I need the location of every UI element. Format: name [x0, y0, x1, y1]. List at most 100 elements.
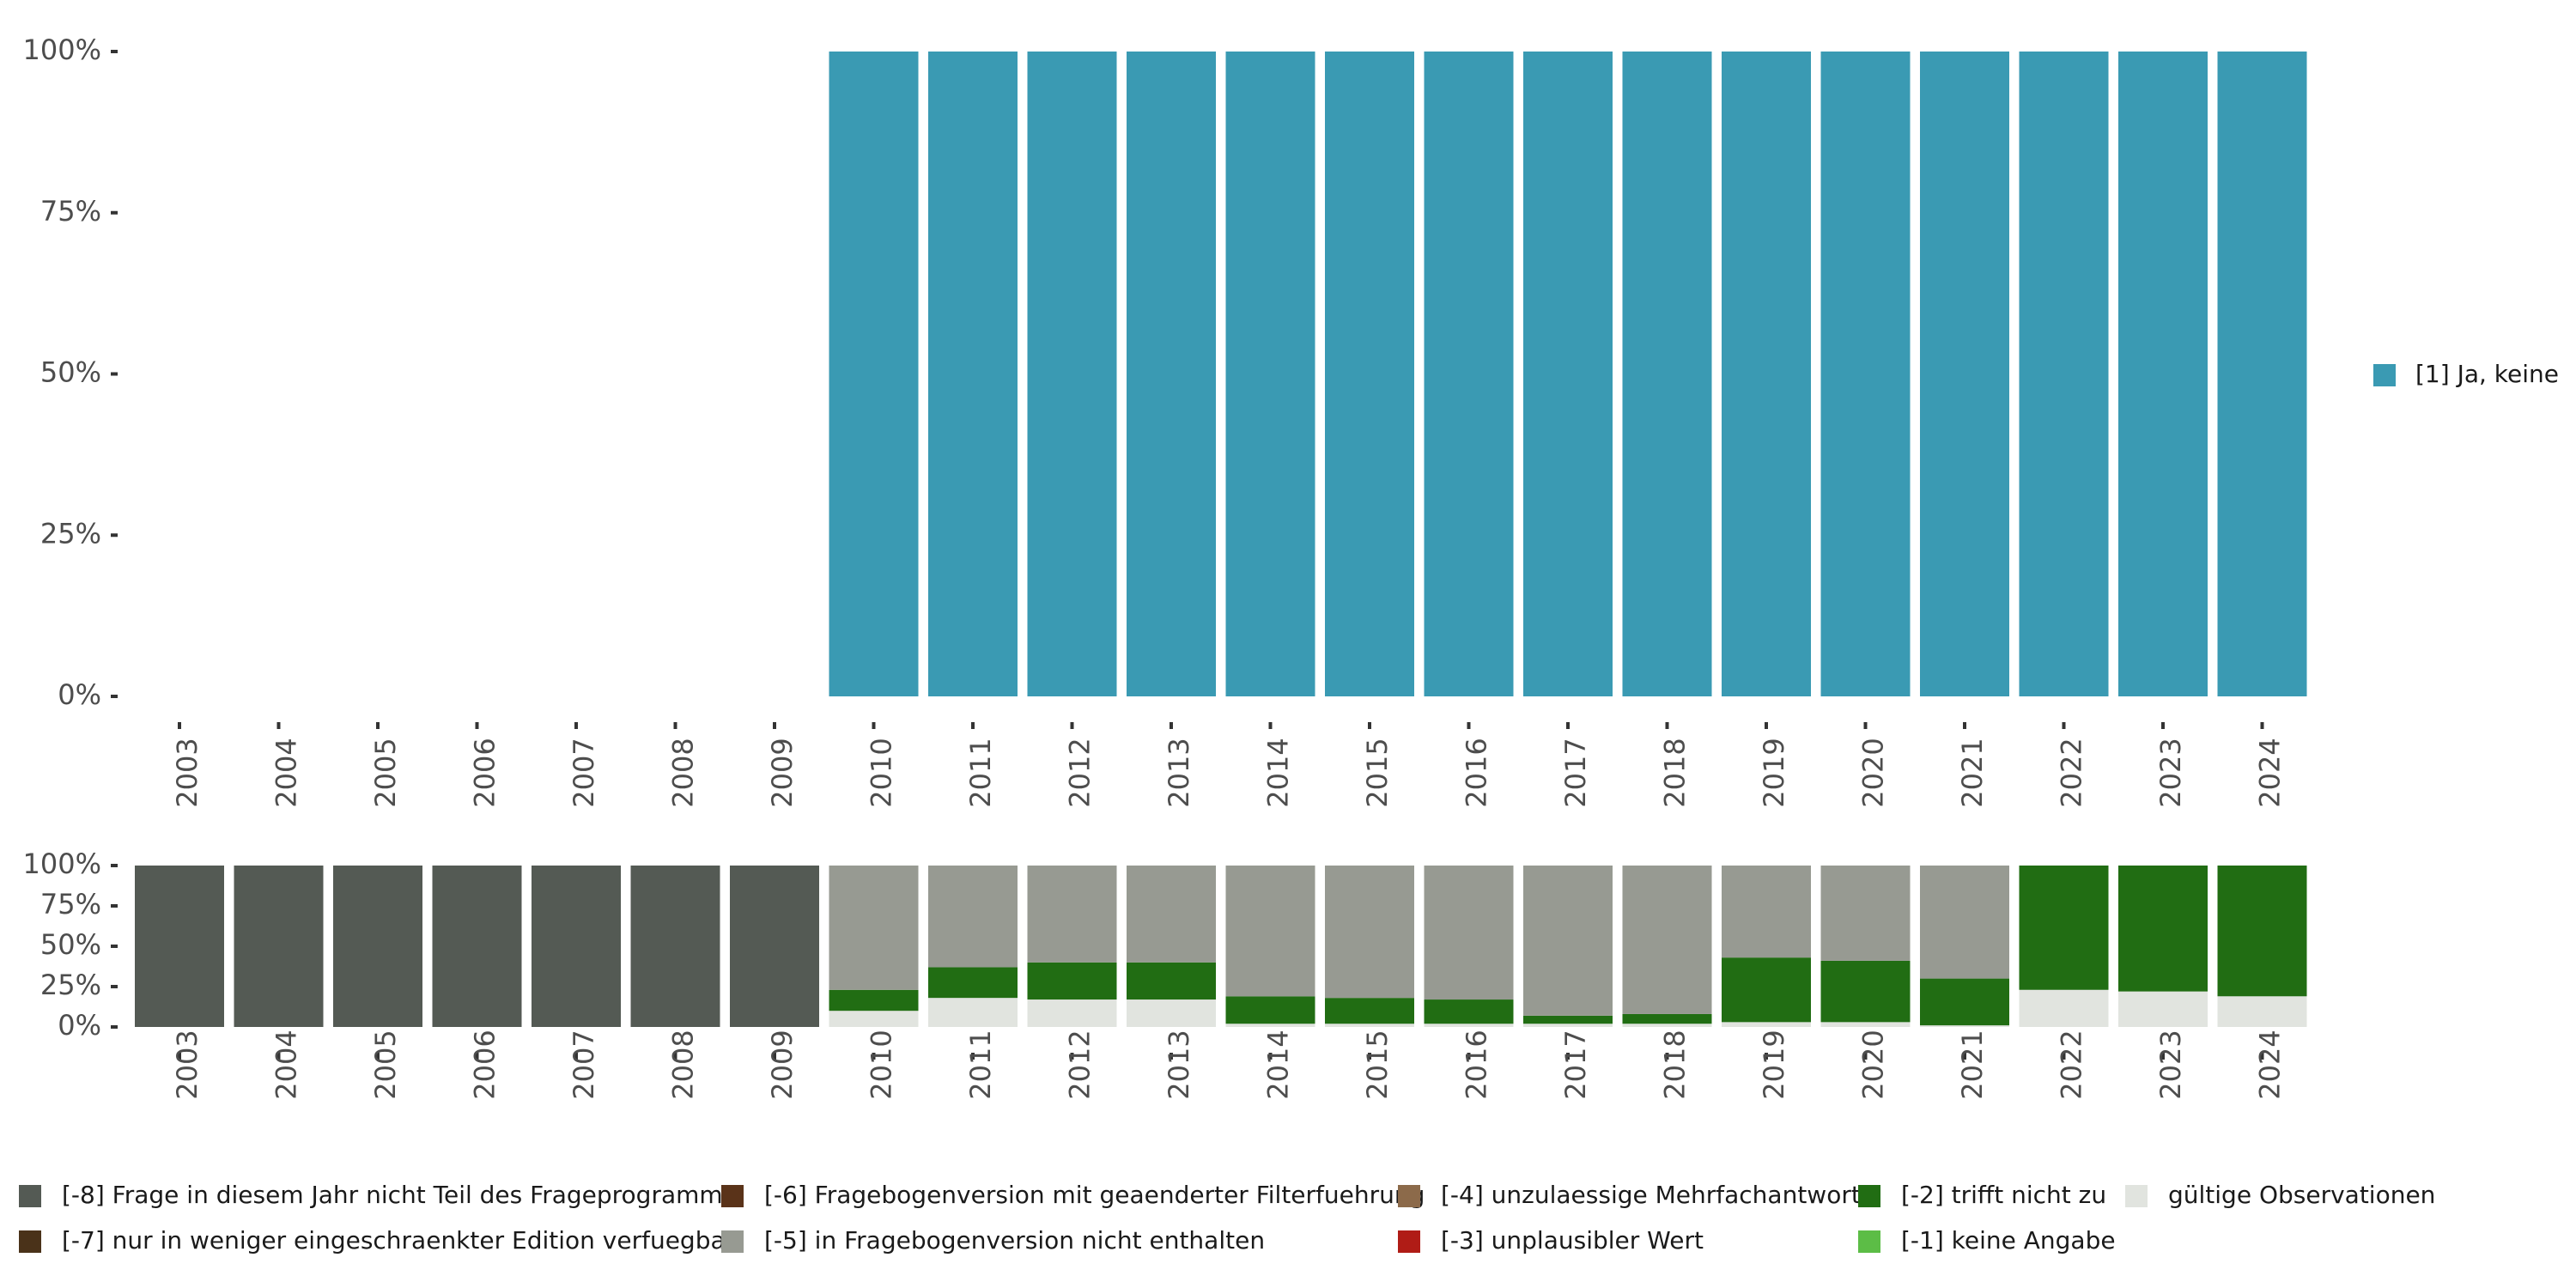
top-bar-2017-1-ja-keine: [1523, 52, 1613, 696]
bottom-x-tick-label: 2014: [1262, 1030, 1295, 1099]
bottom-bar-2005-8-frage-in-diesem-jahr-nicht-teil-des-frageprogramms: [333, 866, 422, 1027]
top-x-tick-label: 2014: [1262, 738, 1295, 807]
top-x-tick-label: 2019: [1758, 738, 1790, 807]
legend-swatch-g-ltige-observationen: [2125, 1185, 2148, 1207]
bottom-bar-2017-g-ltige-observationen: [1523, 1024, 1613, 1027]
top-x-tick-label: 2022: [2056, 738, 2088, 807]
bottom-bar-2007-8-frage-in-diesem-jahr-nicht-teil-des-frageprogramms: [532, 866, 621, 1027]
bottom-bar-2010-5-in-fragebogenversion-nicht-enthalten: [829, 866, 919, 990]
top-x-tick-label: 2007: [568, 738, 600, 807]
legend-label-2-trifft-nicht-zu: [-2] trifft nicht zu: [1901, 1181, 2106, 1209]
top-x-tick-label: 2016: [1461, 738, 1493, 807]
bottom-bar-2019-2-trifft-nicht-zu: [1722, 957, 1811, 1023]
bottom-bar-2014-2-trifft-nicht-zu: [1225, 996, 1315, 1024]
legend-swatch-5-in-fragebogenversion-nicht-enthalten: [721, 1230, 744, 1253]
bottom-bar-2017-5-in-fragebogenversion-nicht-enthalten: [1523, 866, 1613, 1016]
bottom-bar-2024-2-trifft-nicht-zu: [2217, 866, 2307, 997]
bottom-bar-2015-g-ltige-observationen: [1325, 1024, 1414, 1027]
bottom-x-tick-label: 2016: [1461, 1030, 1493, 1099]
bottom-bar-2023-2-trifft-nicht-zu: [2118, 866, 2208, 992]
top-x-tick-label: 2020: [1857, 738, 1890, 807]
legend-label-5-in-fragebogenversion-nicht-enthalten: [-5] in Fragebogenversion nicht enthalte…: [764, 1226, 1265, 1255]
bottom-bar-2011-5-in-fragebogenversion-nicht-enthalten: [928, 866, 1018, 968]
bottom-bar-2018-2-trifft-nicht-zu: [1622, 1013, 1712, 1024]
bottom-bar-2015-2-trifft-nicht-zu: [1325, 998, 1414, 1024]
top-y-tick-label: 100%: [23, 33, 101, 66]
bottom-bar-2008-8-frage-in-diesem-jahr-nicht-teil-des-frageprogramms: [630, 866, 720, 1027]
bottom-bar-2014-g-ltige-observationen: [1225, 1024, 1315, 1027]
top-x-tick-label: 2023: [2154, 738, 2187, 807]
bottom-bar-2012-5-in-fragebogenversion-nicht-enthalten: [1027, 866, 1117, 963]
top-y-tick-label: 0%: [58, 678, 101, 711]
legend-swatch-1-keine-angabe: [1858, 1230, 1880, 1253]
top-x-tick-label: 2017: [1559, 738, 1592, 807]
bottom-bar-2019-5-in-fragebogenversion-nicht-enthalten: [1722, 866, 1811, 958]
bottom-bar-2021-g-ltige-observationen: [1920, 1025, 2009, 1027]
top-x-tick-label: 2012: [1064, 738, 1097, 807]
bottom-bar-2013-2-trifft-nicht-zu: [1127, 962, 1216, 1000]
legend-label-7-nur-in-weniger-eingeschraenkter-edition-verfuegbar: [-7] nur in weniger eingeschraenkter Edi…: [62, 1226, 736, 1255]
bottom-y-tick-label: 75%: [40, 888, 101, 920]
bottom-bar-2020-5-in-fragebogenversion-nicht-enthalten: [1820, 866, 1911, 961]
top-x-tick-label: 2011: [964, 738, 997, 807]
bottom-x-tick-label: 2005: [369, 1030, 402, 1099]
bottom-x-tick-label: 2022: [2056, 1030, 2088, 1099]
top-x-tick-label: 2021: [1956, 738, 1989, 807]
bottom-x-tick-label: 2009: [766, 1030, 799, 1099]
bottom-bar-2011-2-trifft-nicht-zu: [928, 967, 1018, 999]
bottom-bar-2014-5-in-fragebogenversion-nicht-enthalten: [1225, 866, 1315, 997]
top-bar-2012-1-ja-keine: [1027, 52, 1117, 696]
bottom-x-tick-label: 2024: [2254, 1030, 2287, 1099]
bottom-x-tick-label: 2006: [469, 1030, 501, 1099]
top-panel: 0% 25% 50% 75% 100% 2003 2004 2005 2006 2007 2008 2…: [23, 33, 2307, 808]
bottom-x-tick-label: 2023: [2154, 1030, 2187, 1099]
top-bar-2020-1-ja-keine: [1820, 52, 1911, 696]
top-x-tick-label: 2003: [171, 738, 204, 807]
top-bar-2019-1-ja-keine: [1722, 52, 1811, 696]
bottom-bar-2019-g-ltige-observationen: [1722, 1022, 1811, 1027]
bottom-bar-2023-g-ltige-observationen: [2118, 991, 2208, 1027]
top-x-tick-label: 2018: [1659, 738, 1692, 807]
top-x-tick-label: 2010: [866, 738, 898, 807]
legend-label-1-ja-keine: [1] Ja, keine: [2415, 360, 2559, 388]
bottom-bar-2016-2-trifft-nicht-zu: [1424, 999, 1514, 1024]
legend-swatch-1-ja-keine: [2373, 364, 2396, 386]
bottom-x-tick-label: 2021: [1956, 1030, 1989, 1099]
legend-label-8-frage-in-diesem-jahr-nicht-teil-des-frageprogramms: [-8] Frage in diesem Jahr nicht Teil des…: [62, 1181, 735, 1209]
bottom-bar-2020-g-ltige-observationen: [1820, 1022, 1911, 1027]
top-bar-2024-1-ja-keine: [2217, 52, 2307, 696]
top-legend: [1] Ja, keine: [2373, 360, 2559, 388]
bottom-y-tick-label: 50%: [40, 928, 101, 961]
top-bar-2014-1-ja-keine: [1225, 52, 1315, 696]
top-bar-2015-1-ja-keine: [1325, 52, 1414, 696]
bottom-x-tick-label: 2010: [866, 1030, 898, 1099]
legend-label-g-ltige-observationen: gültige Observationen: [2168, 1181, 2435, 1209]
top-x-tick-label: 2005: [369, 738, 402, 807]
bottom-x-tick-label: 2015: [1361, 1030, 1394, 1099]
bottom-bar-2009-8-frage-in-diesem-jahr-nicht-teil-des-frageprogramms: [730, 866, 819, 1027]
top-bar-2016-1-ja-keine: [1424, 52, 1514, 696]
bottom-x-tick-label: 2008: [667, 1030, 700, 1099]
bottom-x-tick-label: 2012: [1064, 1030, 1097, 1099]
legend-swatch-3-unplausibler-wert: [1398, 1230, 1420, 1253]
bottom-bar-2018-g-ltige-observationen: [1622, 1024, 1712, 1027]
bottom-bar-2022-2-trifft-nicht-zu: [2019, 866, 2109, 990]
bottom-x-tick-label: 2020: [1857, 1030, 1890, 1099]
bottom-bar-2016-g-ltige-observationen: [1424, 1024, 1514, 1027]
bottom-bar-2011-g-ltige-observationen: [928, 998, 1018, 1027]
bottom-bar-2003-8-frage-in-diesem-jahr-nicht-teil-des-frageprogramms: [135, 866, 224, 1027]
bottom-x-tick-label: 2004: [270, 1030, 303, 1099]
top-y-tick-label: 75%: [40, 195, 101, 228]
bottom-bar-2022-g-ltige-observationen: [2019, 989, 2109, 1027]
legend-swatch-6-fragebogenversion-mit-geaenderter-filterfuehrung: [721, 1185, 744, 1207]
bottom-bar-2004-8-frage-in-diesem-jahr-nicht-teil-des-frageprogramms: [234, 866, 324, 1027]
bottom-x-tick-label: 2019: [1758, 1030, 1790, 1099]
top-bar-2013-1-ja-keine: [1127, 52, 1216, 696]
top-x-tick-label: 2008: [667, 738, 700, 807]
legend-label-6-fragebogenversion-mit-geaenderter-filterfuehrung: [-6] Fragebogenversion mit geaenderter F…: [764, 1181, 1425, 1209]
bottom-legend: [-8] Frage in diesem Jahr nicht Teil des…: [19, 1181, 2435, 1255]
bottom-panel: 0% 25% 50% 75% 100% 2003 2004 2005 2006 2007 2008 2…: [23, 848, 2307, 1100]
legend-swatch-8-frage-in-diesem-jahr-nicht-teil-des-frageprogramms: [19, 1185, 41, 1207]
bottom-x-tick-label: 2007: [568, 1030, 600, 1099]
